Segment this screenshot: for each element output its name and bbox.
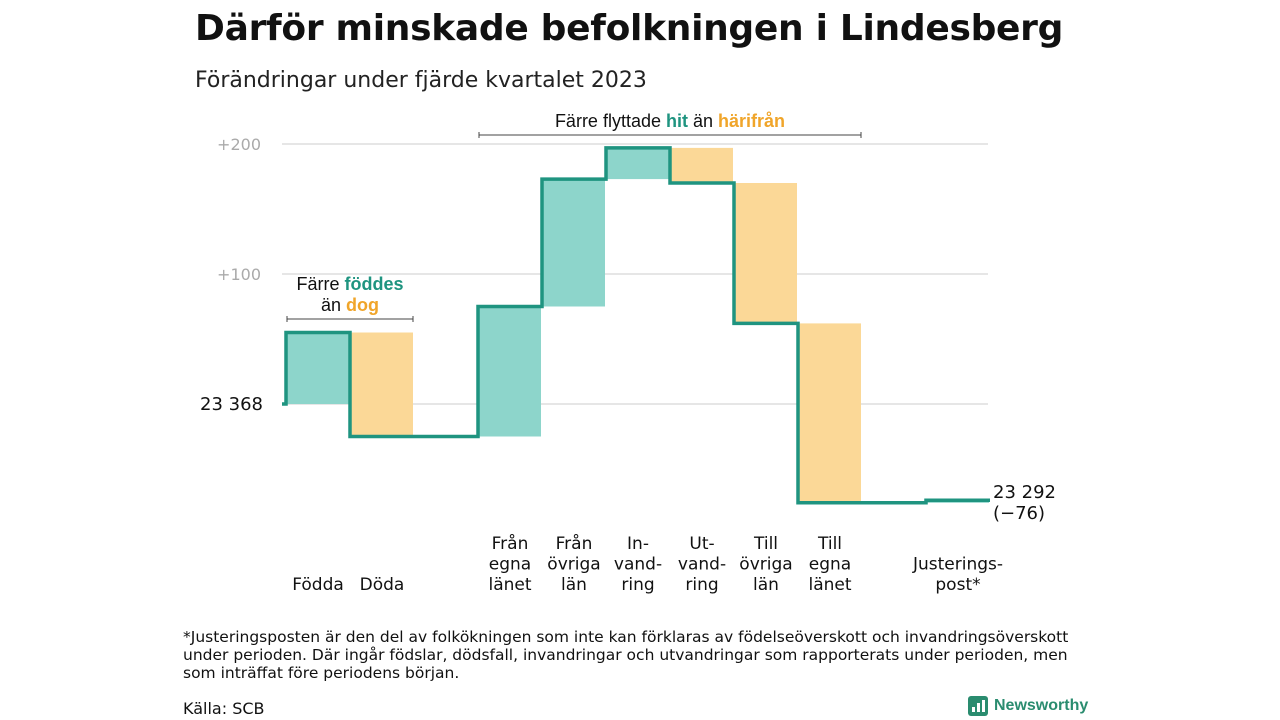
category-label: länet — [808, 575, 851, 595]
y-tick-label: +100 — [217, 265, 261, 284]
category-label: Födda — [292, 575, 344, 595]
annotation-segment: härifrån — [718, 111, 785, 131]
annotation-text: än dog — [321, 295, 379, 315]
category-label: ring — [685, 575, 718, 595]
category-label: övriga — [547, 555, 600, 575]
waterfall-bar — [671, 147, 733, 183]
category-label: Döda — [360, 575, 405, 595]
waterfall-bar — [799, 323, 861, 503]
category-label: vand- — [678, 555, 726, 575]
brand-name: Newsworthy — [994, 697, 1089, 714]
category-label: övriga — [739, 555, 792, 575]
annotation-segment: än — [688, 111, 718, 131]
end-value-label: 23 292 — [993, 482, 1056, 503]
category-label: ring — [621, 575, 654, 595]
annotation-text: Färre flyttade hit än härifrån — [555, 111, 785, 131]
annotation-segment: hit — [666, 111, 688, 131]
annotation-segment: än — [321, 295, 346, 315]
newsworthy-logo-icon — [968, 696, 988, 716]
annotation-text: Färre föddes — [296, 274, 403, 294]
waterfall-bar — [479, 306, 541, 437]
chart-title: Därför minskade befolkningen i Lindesber… — [195, 8, 1064, 49]
chart-subtitle: Förändringar under fjärde kvartalet 2023 — [195, 68, 647, 93]
category-label: Justerings- — [912, 555, 1003, 575]
start-value-label: 23 368 — [200, 394, 263, 415]
category-label: Till — [817, 534, 842, 554]
category-label: län — [753, 575, 779, 595]
category-label: Från — [556, 533, 593, 554]
waterfall-bar — [351, 332, 413, 437]
waterfall-bar — [735, 183, 797, 324]
category-label: egna — [809, 555, 851, 575]
waterfall-bar — [607, 147, 669, 180]
waterfall-bar — [287, 332, 349, 404]
category-label: Till — [753, 534, 778, 554]
waterfall-bar — [543, 179, 605, 307]
category-label: egna — [489, 555, 531, 575]
annotation-segment: Färre flyttade — [555, 111, 666, 131]
category-label: Från — [492, 533, 529, 554]
cumulative-step-line — [282, 146, 990, 505]
annotation-segment: Färre — [296, 274, 344, 294]
y-tick-label: +200 — [217, 135, 261, 154]
category-label: vand- — [614, 555, 662, 575]
category-label: post* — [935, 575, 980, 595]
annotation-segment: dog — [346, 295, 379, 315]
category-label: länet — [488, 575, 531, 595]
annotation-segment: föddes — [345, 274, 404, 294]
category-label: In- — [627, 534, 649, 554]
brand-logo: Newsworthy — [968, 696, 1088, 716]
source-note: Källa: SCB — [183, 699, 265, 718]
footnote: *Justeringsposten är den del av folkökni… — [183, 628, 1069, 682]
end-value-label: (−76) — [993, 503, 1045, 524]
category-label: län — [561, 575, 587, 595]
category-label: Ut- — [689, 534, 714, 554]
